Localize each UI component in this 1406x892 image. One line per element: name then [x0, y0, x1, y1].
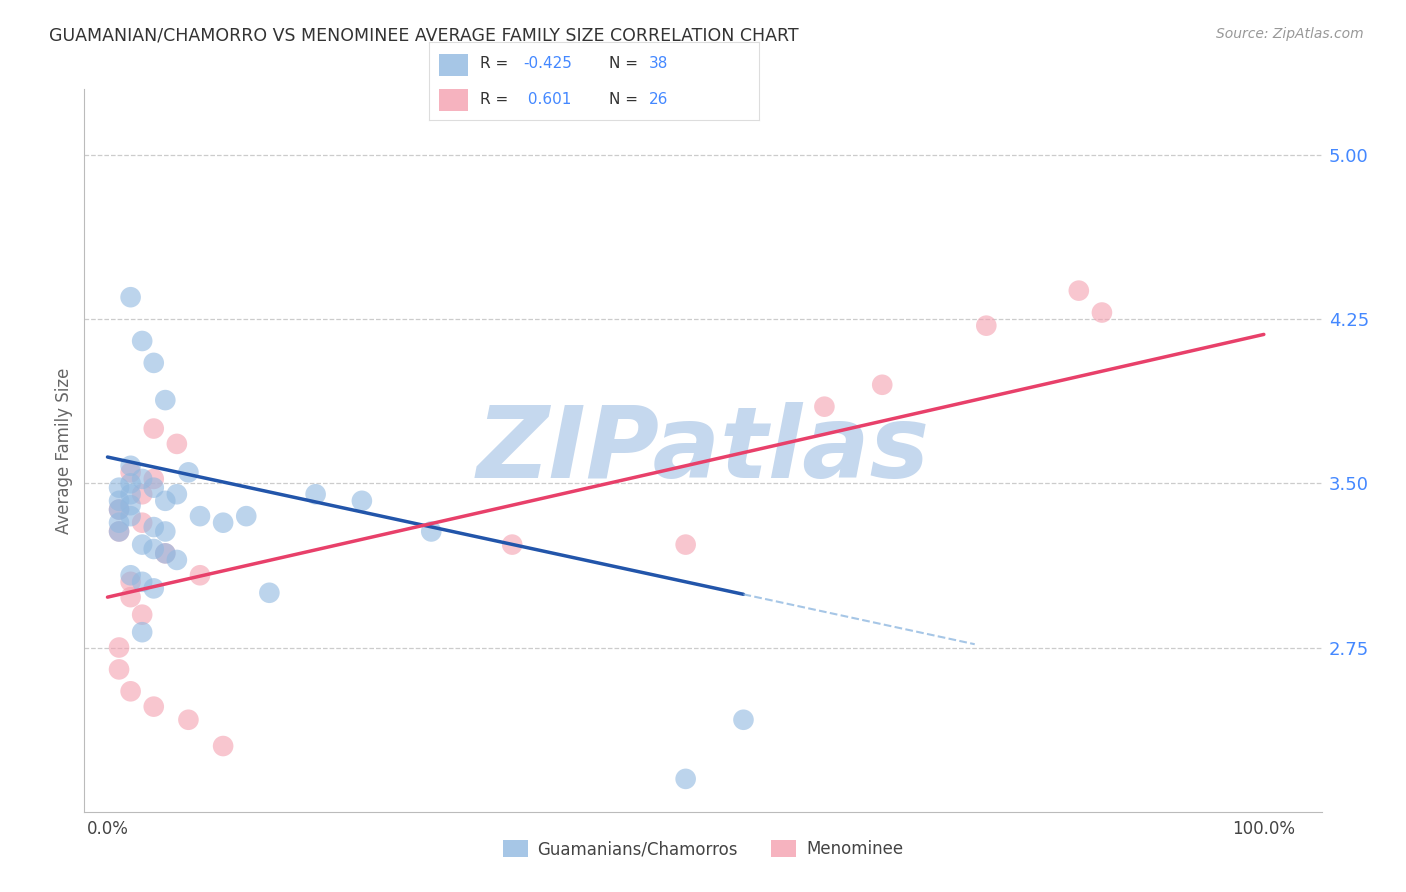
- Point: [120, 458, 142, 473]
- Point: [108, 524, 131, 539]
- Point: [142, 472, 165, 486]
- Point: [235, 509, 257, 524]
- Point: [155, 546, 177, 560]
- Point: [120, 590, 142, 604]
- Point: [131, 607, 153, 622]
- Point: [142, 699, 165, 714]
- Y-axis label: Average Family Size: Average Family Size: [55, 368, 73, 533]
- Point: [131, 334, 153, 348]
- Point: [177, 713, 200, 727]
- Point: [131, 625, 153, 640]
- Point: [120, 466, 142, 480]
- Text: N =: N =: [609, 56, 638, 71]
- Point: [813, 400, 835, 414]
- Point: [108, 524, 131, 539]
- Text: N =: N =: [609, 92, 638, 107]
- Point: [501, 538, 523, 552]
- Point: [142, 481, 165, 495]
- Point: [155, 493, 177, 508]
- Point: [120, 574, 142, 589]
- FancyBboxPatch shape: [439, 89, 468, 111]
- Point: [108, 662, 131, 676]
- Point: [120, 684, 142, 698]
- Point: [1091, 305, 1114, 319]
- Point: [188, 568, 211, 582]
- Point: [155, 546, 177, 560]
- Point: [155, 393, 177, 408]
- Point: [177, 466, 200, 480]
- Point: [142, 520, 165, 534]
- Point: [350, 493, 373, 508]
- Point: [166, 553, 188, 567]
- Point: [120, 568, 142, 582]
- Point: [212, 739, 235, 753]
- Point: [142, 421, 165, 435]
- Point: [142, 356, 165, 370]
- Point: [120, 487, 142, 501]
- Point: [131, 472, 153, 486]
- Point: [142, 582, 165, 596]
- Point: [131, 574, 153, 589]
- Text: GUAMANIAN/CHAMORRO VS MENOMINEE AVERAGE FAMILY SIZE CORRELATION CHART: GUAMANIAN/CHAMORRO VS MENOMINEE AVERAGE …: [49, 27, 799, 45]
- Point: [108, 481, 131, 495]
- Point: [675, 772, 697, 786]
- Point: [675, 538, 697, 552]
- Point: [304, 487, 326, 501]
- Point: [108, 516, 131, 530]
- Point: [166, 437, 188, 451]
- Point: [131, 487, 153, 501]
- Point: [155, 524, 177, 539]
- Point: [108, 502, 131, 516]
- Text: ZIPatlas: ZIPatlas: [477, 402, 929, 499]
- Point: [259, 586, 281, 600]
- Point: [733, 713, 755, 727]
- Point: [1067, 284, 1090, 298]
- Point: [120, 509, 142, 524]
- Point: [142, 541, 165, 556]
- Point: [870, 377, 893, 392]
- Point: [974, 318, 997, 333]
- Point: [108, 502, 131, 516]
- Point: [108, 493, 131, 508]
- Text: -0.425: -0.425: [523, 56, 572, 71]
- Text: R =: R =: [479, 92, 509, 107]
- Point: [120, 498, 142, 512]
- Point: [131, 516, 153, 530]
- Point: [212, 516, 235, 530]
- Text: 38: 38: [648, 56, 668, 71]
- Point: [108, 640, 131, 655]
- Point: [120, 290, 142, 304]
- Point: [120, 476, 142, 491]
- Legend: Guamanians/Chamorros, Menominee: Guamanians/Chamorros, Menominee: [496, 833, 910, 865]
- Text: R =: R =: [479, 56, 509, 71]
- Text: 0.601: 0.601: [523, 92, 571, 107]
- Point: [166, 487, 188, 501]
- FancyBboxPatch shape: [439, 54, 468, 76]
- Point: [188, 509, 211, 524]
- Text: Source: ZipAtlas.com: Source: ZipAtlas.com: [1216, 27, 1364, 41]
- Point: [420, 524, 443, 539]
- Point: [131, 538, 153, 552]
- Text: 26: 26: [648, 92, 668, 107]
